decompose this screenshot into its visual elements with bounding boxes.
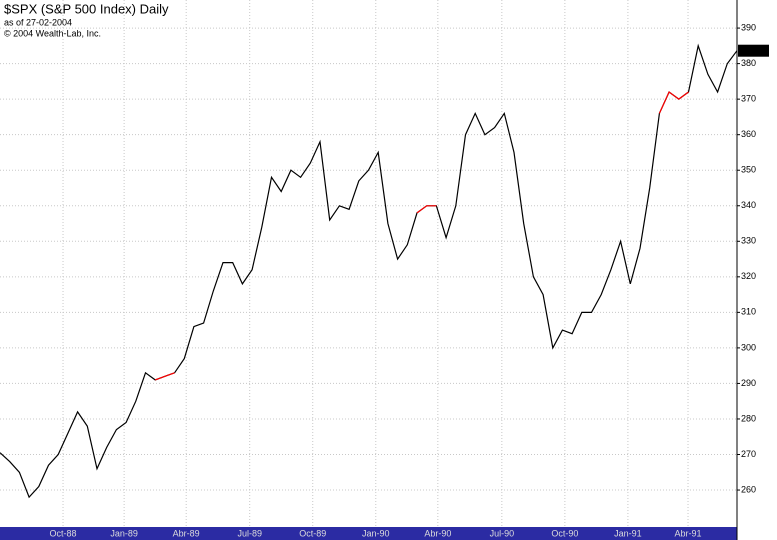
x-axis-bar <box>0 527 737 540</box>
price-line <box>154 91 689 381</box>
y-tick-label: 350 <box>741 165 756 175</box>
plot <box>0 0 738 527</box>
y-tick-label: 340 <box>741 200 756 210</box>
y-tick-label: 390 <box>741 22 756 32</box>
x-tick-label: Abr-91 <box>675 528 702 538</box>
y-tick-label: 300 <box>741 342 756 352</box>
x-tick-label: Jan-91 <box>614 528 642 538</box>
chart-title: $SPX (S&P 500 Index) Daily <box>4 1 169 16</box>
x-tick-label: Jul-90 <box>490 528 515 538</box>
x-tick-label: Oct-90 <box>551 528 578 538</box>
subtitle: as of 27-02-2004 <box>4 17 72 27</box>
y-tick-label: 380 <box>741 58 756 68</box>
y-tick-label: 260 <box>741 484 756 494</box>
price-line <box>0 43 738 499</box>
y-tick-label: 330 <box>741 236 756 246</box>
y-tick-label: 320 <box>741 271 756 281</box>
x-tick-label: Abr-89 <box>173 528 200 538</box>
copyright: © 2004 Wealth-Lab, Inc. <box>4 28 101 38</box>
y-tick-label: 270 <box>741 449 756 459</box>
x-tick-label: Oct-88 <box>50 528 77 538</box>
y-tick-label: 280 <box>741 413 756 423</box>
y-tick-label: 290 <box>741 378 756 388</box>
x-tick-label: Abr-90 <box>424 528 451 538</box>
last-price-box <box>738 44 769 57</box>
y-tick-label: 310 <box>741 307 756 317</box>
x-tick-label: Jan-90 <box>362 528 390 538</box>
x-tick-label: Jul-89 <box>237 528 262 538</box>
x-tick-label: Jan-89 <box>110 528 138 538</box>
y-tick-label: 370 <box>741 94 756 104</box>
y-tick-label: 360 <box>741 129 756 139</box>
x-tick-label: Oct-89 <box>299 528 326 538</box>
last-price-label: 383.63 <box>740 45 768 55</box>
